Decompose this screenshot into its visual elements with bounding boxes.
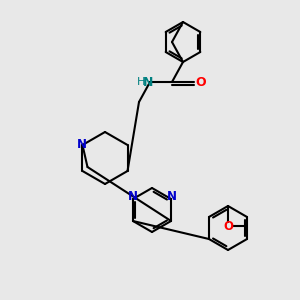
Text: O: O: [196, 76, 206, 88]
Text: N: N: [167, 190, 176, 203]
Text: H: H: [137, 77, 145, 87]
Text: O: O: [223, 220, 233, 232]
Text: N: N: [143, 76, 153, 88]
Text: N: N: [128, 190, 138, 203]
Text: N: N: [76, 139, 86, 152]
